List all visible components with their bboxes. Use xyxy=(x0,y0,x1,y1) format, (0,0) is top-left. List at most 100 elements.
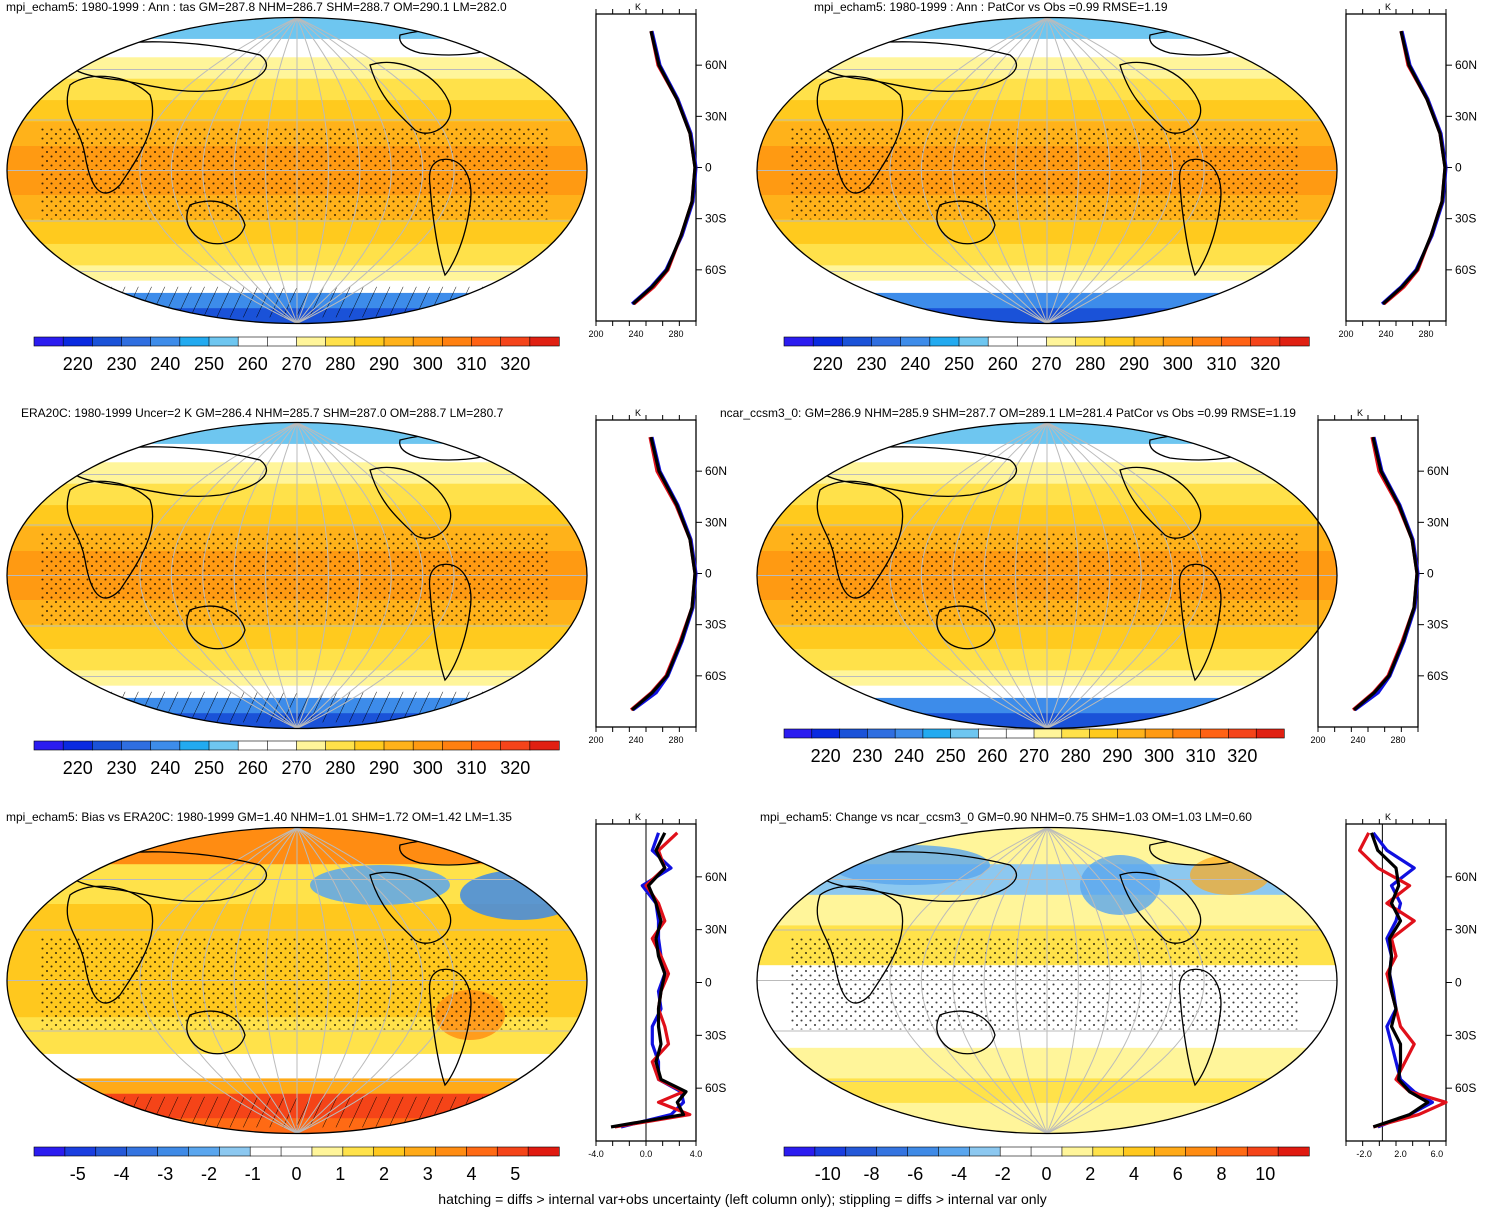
panel-6-title: mpi_echam5: Change vs ncar_ccsm3_0 GM=0.… xyxy=(760,810,1252,824)
profile-lat-tick: 60N xyxy=(705,870,727,884)
profile-units-label: K xyxy=(1385,812,1391,822)
colorbar-swatch xyxy=(1216,1146,1248,1157)
colorbar-label: 8 xyxy=(1216,1164,1226,1184)
profile-series-mean xyxy=(610,832,688,1129)
colorbar-swatch xyxy=(811,728,841,739)
colorbar-swatch xyxy=(466,1146,498,1157)
profile-lat-tick: 60S xyxy=(1455,263,1476,277)
colorbar-label: 260 xyxy=(238,354,268,374)
profile-x-tick: 280 xyxy=(668,735,683,745)
colorbar-swatch xyxy=(1046,336,1077,347)
colorbar-swatch xyxy=(208,740,239,751)
colorbar-swatch xyxy=(812,336,843,347)
profile-units-label: K xyxy=(635,408,641,418)
colorbar-swatch xyxy=(1030,1146,1063,1157)
colorbar-label: 320 xyxy=(1250,354,1280,374)
colorbar-label: -2 xyxy=(995,1164,1011,1184)
profile-lat-tick: 0 xyxy=(705,567,712,581)
profile-lat-tick: 60N xyxy=(705,58,727,72)
colorbar-swatch xyxy=(529,336,560,347)
colorbar-label: 300 xyxy=(413,758,443,778)
colorbar-swatch xyxy=(126,1146,159,1157)
colorbar-swatch xyxy=(121,336,152,347)
colorbar-swatch xyxy=(900,336,931,347)
colorbar-swatch xyxy=(783,728,813,739)
profile-x-tick: 240 xyxy=(628,735,643,745)
colorbar-swatch xyxy=(1250,336,1281,347)
colorbar-label: 240 xyxy=(150,354,180,374)
colorbar-swatch xyxy=(1017,336,1048,347)
colorbar-swatch xyxy=(929,336,960,347)
colorbar-label: 6 xyxy=(1173,1164,1183,1184)
colorbar-swatch xyxy=(938,1146,970,1157)
colorbar-label: -6 xyxy=(907,1164,923,1184)
colorbar-label: 310 xyxy=(456,354,486,374)
panel-2-zonal-profile: K 60N 30N 0 30S 60S 200 240 280 xyxy=(1338,2,1477,339)
colorbar-label: 10 xyxy=(1255,1164,1275,1184)
colorbar-swatch xyxy=(92,740,123,751)
profile-units-label: K xyxy=(1385,2,1391,12)
profile-x-tick: 280 xyxy=(1418,329,1433,339)
profile-lat-tick: 60N xyxy=(705,464,727,478)
colorbar-label: 280 xyxy=(325,354,355,374)
colorbar-swatch xyxy=(373,1146,406,1157)
colorbar-swatch xyxy=(267,740,298,751)
colorbar-label: 220 xyxy=(811,746,841,766)
panel-6-colorbar: -10 -8 -6 -4 -2 0 2 4 6 8 10 xyxy=(783,1146,1310,1184)
profile-x-tick: 240 xyxy=(628,329,643,339)
colorbar-label: -1 xyxy=(245,1164,261,1184)
colorbar-label: 4 xyxy=(466,1164,476,1184)
colorbar-swatch xyxy=(33,1146,66,1157)
colorbar-label: 300 xyxy=(413,354,443,374)
colorbar-label: 3 xyxy=(423,1164,433,1184)
colorbar-swatch xyxy=(121,740,152,751)
colorbar-swatch xyxy=(950,728,980,739)
profile-lat-tick: 30S xyxy=(705,1028,726,1042)
colorbar-label: 230 xyxy=(852,746,882,766)
panel-2-map xyxy=(756,16,1338,325)
colorbar-swatch xyxy=(188,1146,220,1157)
colorbar-swatch xyxy=(249,1146,282,1157)
panel-1-title: mpi_echam5: 1980-1999 : Ann : tas GM=287… xyxy=(6,0,507,14)
colorbar-swatch xyxy=(842,336,873,347)
colorbar-label: 260 xyxy=(977,746,1007,766)
colorbar-swatch xyxy=(354,740,385,751)
colorbar-label: 310 xyxy=(456,758,486,778)
profile-units-label: K xyxy=(1357,408,1363,418)
panel-5-map xyxy=(6,826,588,1135)
panel-4-map xyxy=(756,421,1338,730)
colorbar-swatch xyxy=(1162,336,1193,347)
colorbar-label: 260 xyxy=(238,758,268,778)
colorbar-swatch xyxy=(1279,336,1310,347)
profile-x-tick: 240 xyxy=(1378,329,1393,339)
colorbar-swatch xyxy=(496,1146,529,1157)
panel-6-zonal-profile: K 60N 30N 0 30S 60S -2.0 2.0 6.0 xyxy=(1345,812,1477,1159)
colorbar-swatch xyxy=(1061,728,1091,739)
colorbar-swatch xyxy=(783,1146,816,1157)
profile-lat-tick: 0 xyxy=(1455,976,1462,990)
colorbar-swatch xyxy=(179,336,210,347)
profile-lat-tick: 30S xyxy=(1455,212,1476,226)
colorbar-label: 250 xyxy=(944,354,974,374)
colorbar-label: 240 xyxy=(894,746,924,766)
colorbar-swatch xyxy=(1255,728,1285,739)
profile-series-mean xyxy=(1381,30,1447,306)
colorbar-swatch xyxy=(218,1146,251,1157)
colorbar-swatch xyxy=(62,336,93,347)
profile-lat-tick: 30N xyxy=(1455,923,1477,937)
colorbar-label: 270 xyxy=(281,758,311,778)
colorbar-swatch xyxy=(354,336,385,347)
profile-x-tick: 200 xyxy=(1338,329,1353,339)
colorbar-swatch xyxy=(1154,1146,1187,1157)
panel-1-map xyxy=(6,16,588,325)
colorbar-swatch xyxy=(325,336,356,347)
colorbar-label: 230 xyxy=(856,354,886,374)
profile-x-tick: 4.0 xyxy=(690,1149,703,1159)
panel-6-map xyxy=(756,826,1338,1135)
panel-1-colorbar: 220 230 240 250 260 270 280 290 300 310 320 xyxy=(33,336,560,374)
colorbar-label: 300 xyxy=(1144,746,1174,766)
colorbar-swatch xyxy=(1117,728,1146,739)
panel-3-map xyxy=(6,421,588,730)
colorbar-swatch xyxy=(280,1146,313,1157)
colorbar-swatch xyxy=(1133,336,1164,347)
